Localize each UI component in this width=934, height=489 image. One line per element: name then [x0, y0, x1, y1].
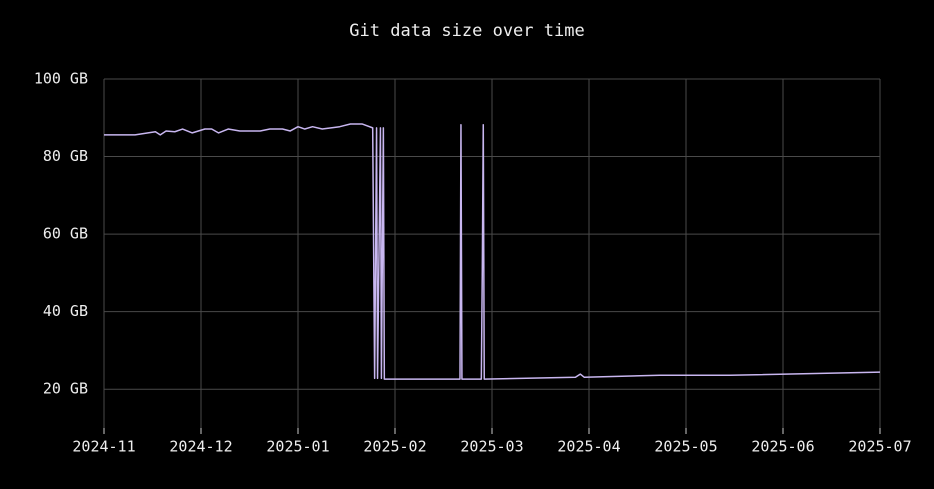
x-tick-label: 2024-12 — [169, 438, 232, 456]
x-tick-label: 2025-02 — [363, 438, 426, 456]
x-tick-label: 2025-06 — [751, 438, 814, 456]
y-tick-label: 40 GB — [43, 302, 88, 320]
data-line — [104, 123, 881, 380]
y-tick-label: 60 GB — [43, 225, 88, 243]
x-tick-label: 2025-01 — [266, 438, 329, 456]
x-tick-label: 2025-05 — [654, 438, 717, 456]
x-tick-label: 2024-11 — [72, 438, 135, 456]
chart-title: Git data size over time — [349, 21, 584, 41]
x-tick-label: 2025-04 — [557, 438, 620, 456]
y-tick-label: 80 GB — [43, 147, 88, 165]
y-tick-label: 100 GB — [34, 70, 88, 88]
x-tick-label: 2025-07 — [848, 438, 911, 456]
y-tick-label: 20 GB — [43, 380, 88, 398]
x-tick-label: 2025-03 — [460, 438, 523, 456]
